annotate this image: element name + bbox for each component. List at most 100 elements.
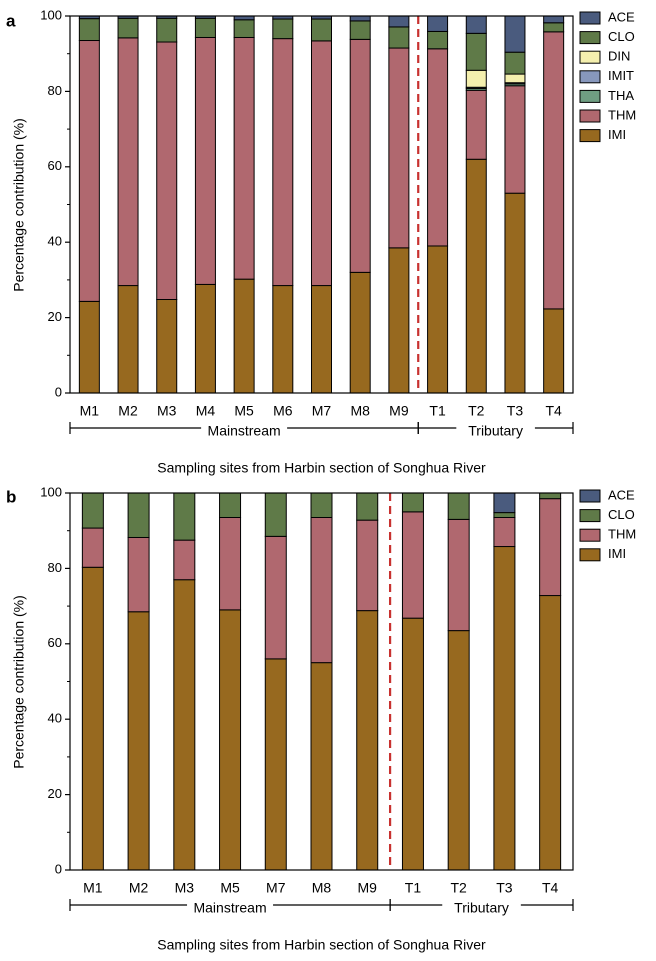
- group-label: Mainstream: [208, 423, 281, 439]
- bar-segment-thm-t1: [427, 48, 449, 247]
- legend-label-imi: IMI: [608, 546, 626, 561]
- bar-segment-clo-m7: [264, 492, 287, 537]
- bar-segment-ace-t3: [493, 492, 516, 514]
- legend-label-thm: THM: [608, 527, 636, 542]
- y-axis-label: Percentage contribution (%): [11, 595, 27, 769]
- bar-segment-clo-m2: [117, 17, 139, 39]
- x-tick-label: T3: [507, 403, 524, 419]
- bar-segment-imi-m8: [349, 271, 371, 394]
- x-tick-label: M5: [220, 880, 240, 896]
- bar-segment-clo-m5: [233, 19, 255, 38]
- legend-label-thm: THM: [608, 107, 636, 122]
- group-label: Tributary: [468, 423, 523, 439]
- bar-segment-clo-m8: [310, 492, 333, 518]
- bar-segment-thm-t3: [504, 85, 526, 194]
- bar-segment-clo-t3: [493, 512, 516, 518]
- legend-label-imit: IMIT: [608, 68, 634, 83]
- bar-segment-din-t2: [465, 69, 487, 88]
- legend-label-ace: ACE: [608, 487, 635, 502]
- x-tick-label: M2: [118, 403, 138, 419]
- x-tick-label: M3: [157, 403, 177, 419]
- bar-segment-clo-t1: [427, 30, 449, 50]
- bar-segment-imi-m2: [117, 285, 139, 394]
- bar-segment-clo-t3: [504, 51, 526, 75]
- y-tick-label: 20: [48, 309, 62, 324]
- x-tick-label: T2: [451, 880, 468, 896]
- bar-segment-ace-t2: [465, 15, 487, 34]
- bar-segment-clo-m7: [311, 18, 332, 42]
- bar-segment-clo-m2: [127, 492, 150, 538]
- bar-segment-thm-m3: [173, 539, 196, 581]
- legend-swatch-din: [579, 50, 601, 64]
- bar-segment-thm-t3: [493, 517, 516, 548]
- y-tick-label: 100: [40, 7, 62, 22]
- bar-segment-thm-m1: [81, 527, 104, 568]
- bar-segment-clo-m8: [349, 20, 371, 40]
- bar-segment-clo-m1: [81, 492, 104, 529]
- bar-segment-imi-m3: [156, 299, 178, 394]
- bar-segment-imi-t2: [447, 630, 470, 871]
- x-tick-label: M2: [129, 880, 149, 896]
- legend-label-imi: IMI: [608, 127, 626, 142]
- bar-segment-ace-t4: [543, 15, 565, 24]
- legend-label-din: DIN: [608, 49, 630, 64]
- legend-swatch-imi: [579, 129, 601, 143]
- legend-swatch-imit: [579, 70, 601, 84]
- legend-swatch-ace: [579, 11, 601, 25]
- x-tick-label: M9: [389, 403, 409, 419]
- y-tick-label: 0: [55, 861, 62, 876]
- legend-swatch-clo: [579, 31, 601, 45]
- bar-segment-imi-m9: [356, 610, 379, 871]
- x-tick-label: M9: [358, 880, 378, 896]
- x-tick-label: M8: [350, 403, 370, 419]
- legend-swatch-imi: [579, 548, 601, 562]
- y-axis-label: Percentage contribution (%): [11, 118, 27, 292]
- bar-segment-ace-m9: [388, 15, 410, 28]
- bar-segment-clo-t1: [401, 492, 424, 513]
- y-tick-label: 60: [48, 158, 62, 173]
- bar-segment-imi-m1: [78, 300, 100, 394]
- x-tick-label: M1: [83, 880, 103, 896]
- bar-segment-clo-t2: [447, 492, 470, 520]
- x-tick-label: T4: [542, 880, 559, 896]
- x-tick-label: T4: [545, 403, 562, 419]
- bar-segment-imi-t4: [539, 595, 562, 871]
- bar-segment-clo-m3: [173, 492, 196, 541]
- legend-swatch-ace: [579, 489, 601, 503]
- group-label: Tributary: [454, 900, 509, 916]
- x-tick-label: T1: [429, 403, 446, 419]
- bar-segment-thm-m7: [311, 40, 332, 287]
- bar-segment-imi-t3: [504, 192, 526, 394]
- x-tick-label: M7: [266, 880, 286, 896]
- bar-segment-thm-t4: [543, 31, 565, 310]
- legend-label-ace: ACE: [608, 9, 635, 24]
- bar-segment-imi-t3: [493, 546, 516, 871]
- y-tick-label: 40: [48, 711, 62, 726]
- x-tick-label: M7: [312, 403, 332, 419]
- legend-label-tha: THA: [608, 88, 634, 103]
- y-tick-label: 80: [48, 83, 62, 98]
- y-tick-label: 60: [48, 635, 62, 650]
- bar-segment-thm-m5: [233, 36, 255, 280]
- bar-segment-thm-m8: [349, 38, 371, 273]
- y-tick-label: 80: [48, 560, 62, 575]
- bar-segment-imi-m7: [311, 285, 332, 394]
- x-tick-label: T3: [496, 880, 513, 896]
- x-axis-label: Sampling sites from Harbin section of So…: [157, 460, 486, 476]
- bar-segment-clo-m6: [272, 18, 294, 40]
- bar-segment-thm-t2: [465, 89, 487, 160]
- bar-segment-clo-m5: [219, 492, 242, 518]
- bar-segment-imi-m3: [173, 579, 196, 871]
- bar-segment-thm-m9: [388, 47, 410, 249]
- bar-segment-thm-m6: [272, 38, 294, 287]
- x-tick-label: T2: [468, 403, 485, 419]
- x-tick-label: M6: [273, 403, 293, 419]
- bar-segment-clo-m1: [78, 18, 100, 42]
- bar-segment-thm-t4: [539, 498, 562, 597]
- bar-segment-imi-m8: [310, 662, 333, 871]
- bar-segment-clo-t4: [543, 22, 565, 33]
- x-tick-label: M1: [80, 403, 100, 419]
- bar-segment-imi-t1: [427, 245, 449, 394]
- bar-segment-imi-t4: [543, 308, 565, 394]
